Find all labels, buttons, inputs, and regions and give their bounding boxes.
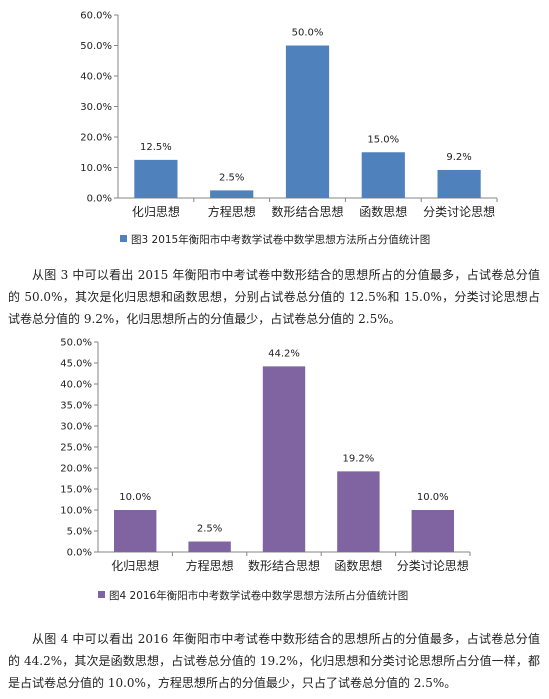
data-label: 2.5%: [219, 172, 244, 183]
y-tick-label: 40.0%: [80, 72, 112, 83]
bar: [285, 45, 330, 198]
y-tick-label: 30.0%: [80, 102, 112, 113]
category-label: 方程思想: [186, 558, 234, 573]
paragraph-fig4: 从图 4 中可以看出 2016 年衡阳市中考试卷中数形结合的思想所占的分值最多，…: [8, 632, 540, 690]
y-tick-label: 50.0%: [80, 41, 112, 52]
bar: [337, 471, 380, 552]
category-label: 函数思想: [334, 558, 382, 573]
y-tick-label: 40.0%: [60, 380, 92, 391]
legend-swatch: [98, 591, 105, 598]
category-label: 分类讨论思想: [423, 204, 495, 219]
chart-2016: 0.0% 5.0% 10.0% 15.0% 20.0% 25.0% 30.0% 35.0% 40…: [60, 338, 471, 602]
y-tick-label: 20.0%: [80, 133, 112, 144]
data-label: 10.0%: [417, 492, 449, 503]
category-label: 化归思想: [132, 204, 180, 219]
bar: [437, 169, 481, 198]
data-label: 12.5%: [140, 142, 172, 153]
bar: [262, 366, 306, 552]
bar: [411, 510, 455, 552]
category-label: 函数思想: [359, 204, 407, 219]
category-label: 分类讨论思想: [397, 558, 469, 573]
legend-label: 图4 2016年衡阳市中考数学试卷中数学思想方法所占分值统计图: [109, 589, 408, 602]
y-tick-label: 45.0%: [60, 359, 92, 370]
category-label: 化归思想: [111, 558, 159, 573]
y-tick-label: 35.0%: [60, 401, 92, 412]
y-tick-label: 25.0%: [60, 443, 92, 454]
data-label: 10.0%: [119, 492, 151, 503]
bar: [361, 152, 405, 198]
data-label: 19.2%: [343, 453, 375, 464]
bar: [113, 510, 157, 552]
data-label: 44.2%: [268, 348, 300, 359]
legend-label: 图3 2015年衡阳市中考数学试卷中数学思想方法所占分值统计图: [131, 233, 430, 246]
category-label: 方程思想: [208, 204, 256, 219]
bar: [134, 159, 178, 198]
data-label: 50.0%: [292, 28, 324, 39]
y-tick-label: 60.0%: [80, 11, 112, 22]
y-tick-label: 0.0%: [87, 194, 112, 205]
data-label: 2.5%: [197, 524, 222, 535]
y-tick-label: 0.0%: [67, 548, 92, 559]
data-label: 9.2%: [446, 152, 471, 163]
chart-2015: 0.0% 10.0% 20.0% 30.0% 40.0% 50.0% 60.0% 12.5% 化…: [80, 11, 498, 246]
y-tick-label: 20.0%: [60, 464, 92, 475]
category-label: 数形结合思想: [271, 204, 343, 219]
data-label: 15.0%: [367, 134, 399, 145]
y-tick-label: 5.0%: [67, 527, 92, 538]
y-tick-label: 30.0%: [60, 422, 92, 433]
y-tick-label: 10.0%: [60, 506, 92, 517]
y-tick-label: 10.0%: [80, 163, 112, 174]
legend-swatch: [120, 235, 127, 242]
y-tick-label: 50.0%: [60, 338, 92, 349]
y-tick-label: 15.0%: [60, 485, 92, 496]
category-label: 数形结合思想: [248, 558, 320, 573]
paragraph-fig3: 从图 3 中可以看出 2015 年衡阳市中考试卷中数形结合的思想所占的分值最多，…: [8, 268, 540, 326]
bar: [188, 541, 231, 552]
bar: [210, 190, 254, 198]
